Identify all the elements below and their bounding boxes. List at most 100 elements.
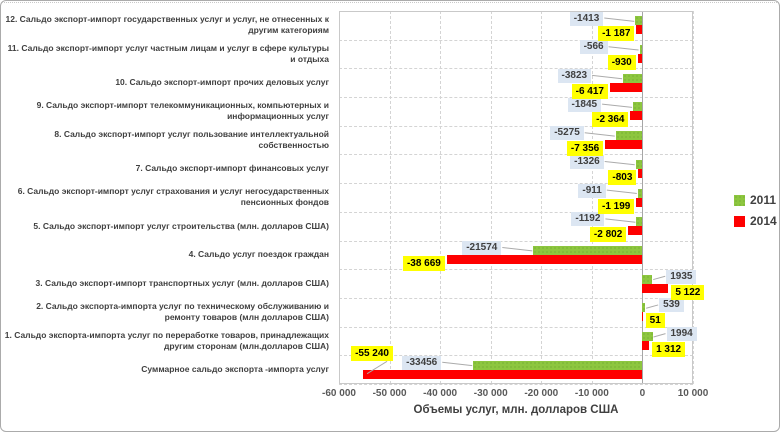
leader-line [606, 189, 637, 194]
x-tick-label: -60 000 [322, 388, 356, 399]
bar-2011 [639, 45, 643, 55]
data-label-2014: -1 199 [598, 198, 635, 214]
data-label-2011: -911 [578, 183, 606, 198]
data-label-2011: -5275 [550, 126, 584, 141]
data-label-2014: -2 802 [589, 227, 627, 243]
gridline-horizontal [339, 355, 693, 357]
bar-2011 [635, 16, 643, 26]
bar-2011 [642, 331, 653, 341]
gridline-horizontal [339, 154, 693, 156]
bar-2014 [637, 54, 643, 64]
bar-2014 [636, 25, 643, 35]
data-label-2014: -803 [608, 169, 637, 185]
category-label: 10. Сальдо экспорт-импорт прочих деловых… [115, 77, 329, 88]
plot-area: -1413 -566 -3823 -1845 -5275 -1326 -911 -1192 -2… [339, 11, 705, 385]
data-label-2011: -1845 [567, 97, 602, 112]
category-label: 6. Сальдо экспорт-импорт услуг страхован… [17, 186, 329, 208]
gridline-vertical [541, 11, 543, 384]
legend-label-2011: 2011 [750, 193, 777, 207]
category-label: 8. Сальдо экспорт-импорт услуг пользован… [54, 129, 329, 151]
data-label-2011: 1935 [666, 269, 697, 284]
category-label: 7. Сальдо экспорт-импорт финансовых услу… [135, 163, 329, 174]
category-label: Суммарное сальдо экспорта -импорта услуг [141, 364, 329, 375]
gridline-horizontal [339, 326, 693, 328]
category-label: 1. Сальдо экспорта-импорта услуг по пере… [4, 329, 329, 351]
data-label-2011: 539 [659, 298, 684, 313]
bar-2014 [636, 197, 643, 207]
gridline-vertical [389, 11, 391, 384]
data-label-2014: 51 [645, 313, 665, 329]
data-label-2014: -55 240 [351, 346, 393, 362]
bar-2011 [636, 217, 643, 227]
category-label: 2. Сальдо экспорта-импорта услуг по техн… [36, 301, 329, 323]
bar-2011 [533, 245, 643, 255]
gridline-vertical [490, 11, 492, 384]
x-tick-label: -30 000 [473, 388, 508, 399]
bar-2011 [642, 303, 646, 313]
legend-swatch-2014-icon [734, 215, 745, 227]
legend-swatch-2011-icon [734, 194, 745, 206]
leader-line [608, 46, 639, 51]
gridline-vertical [339, 11, 340, 384]
category-label: 12. Сальдо экспорт-импорт государственны… [5, 14, 329, 36]
data-label-2011: -566 [579, 40, 608, 55]
data-label-2011: -3823 [557, 68, 592, 83]
leader-line [653, 275, 666, 281]
x-tick-label: -50 000 [372, 388, 407, 399]
data-label-2014: -6 417 [571, 83, 608, 99]
leader-line [584, 132, 615, 137]
leader-line [604, 17, 635, 22]
x-tick-label: -20 000 [524, 388, 559, 399]
x-tick-label: -10 000 [574, 388, 609, 399]
leader-line [653, 333, 666, 338]
bar-2014 [609, 82, 643, 92]
leader-line [602, 103, 633, 108]
leader-line [604, 160, 635, 166]
data-label-2014: -930 [607, 55, 636, 71]
bar-2011 [615, 131, 643, 141]
leader-line [592, 74, 623, 80]
category-label: 9. Сальдо экспорт-импорт телекоммуникаци… [36, 100, 329, 122]
x-tick-label: -40 000 [423, 388, 458, 399]
bar-2014 [628, 226, 643, 236]
data-label-2014: -38 669 [402, 255, 445, 271]
leader-line [502, 247, 533, 252]
bar-2014 [630, 111, 643, 121]
zero-axis-line [642, 11, 644, 384]
legend: 2011 2014 [734, 193, 777, 228]
gridline-horizontal [339, 68, 693, 70]
gridline-horizontal [339, 384, 693, 385]
gridline-horizontal [339, 211, 693, 213]
legend-item-2011: 2011 [734, 193, 777, 207]
data-label-2011: -1326 [570, 154, 604, 169]
category-label: 5. Сальдо экспорт-импорт услуг строитель… [33, 220, 329, 231]
leader-line [605, 218, 636, 223]
gridline-horizontal [339, 97, 693, 99]
data-label-2011: -33456 [402, 355, 442, 370]
data-label-2011: -1192 [571, 212, 605, 227]
bar-2011 [642, 274, 653, 284]
gridline-vertical [693, 11, 694, 384]
gridline-horizontal [339, 11, 693, 12]
legend-item-2014: 2014 [734, 214, 777, 228]
bar-2014 [363, 369, 643, 379]
category-label: 11. Сальдо экспорт-импорт услуг частным … [7, 42, 329, 65]
bar-2014 [642, 312, 644, 322]
data-label-2014: 1 312 [652, 341, 686, 357]
bar-2014 [446, 254, 643, 264]
gridline-horizontal [339, 269, 693, 271]
x-axis-title: Объемы услуг, млн. долларов США [413, 404, 619, 416]
data-label-2014: -1 187 [598, 26, 635, 42]
data-label-2011: -1413 [569, 11, 604, 26]
data-label-2014: -2 364 [592, 112, 629, 128]
category-label: 3. Сальдо экспорт-импорт транспортных ус… [35, 278, 329, 289]
bar-2011 [473, 360, 643, 370]
category-label: 4. Сальдо услуг поездок граждан [188, 249, 329, 260]
gridline-horizontal [339, 39, 693, 41]
leader-line [442, 361, 473, 367]
x-tick-label: 0 [639, 388, 646, 399]
bar-2011 [637, 188, 643, 198]
category-axis: 12. Сальдо экспорт-импорт государственны… [1, 11, 335, 384]
bar-2014 [642, 340, 650, 350]
